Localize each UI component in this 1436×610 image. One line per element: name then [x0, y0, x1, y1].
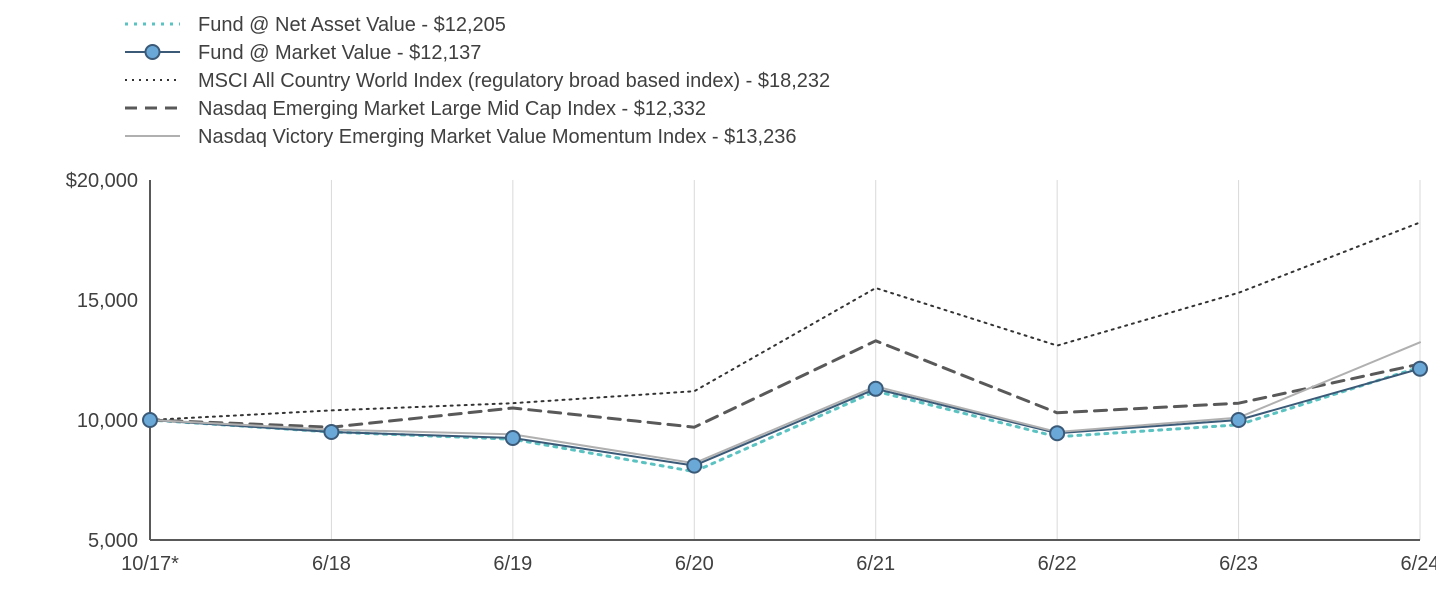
x-tick-label: 6/18 — [312, 553, 351, 575]
series-marker-mkt — [869, 382, 883, 396]
legend-label: Nasdaq Victory Emerging Market Value Mom… — [198, 126, 796, 148]
legend-swatch-marker — [146, 45, 160, 59]
y-tick-label: 10,000 — [77, 410, 138, 432]
y-tick-label: 5,000 — [88, 530, 138, 552]
x-tick-label: 6/24 — [1401, 553, 1436, 575]
legend-item-nqvm: Nasdaq Victory Emerging Market Value Mom… — [125, 126, 796, 148]
legend-item-nqem: Nasdaq Emerging Market Large Mid Cap Ind… — [125, 98, 706, 120]
y-tick-label: $20,000 — [66, 170, 138, 192]
legend-label: MSCI All Country World Index (regulatory… — [198, 70, 830, 92]
legend-item-msci: MSCI All Country World Index (regulatory… — [125, 70, 830, 92]
x-tick-label: 6/22 — [1038, 553, 1077, 575]
series-marker-mkt — [1232, 413, 1246, 427]
series-marker-mkt — [1050, 426, 1064, 440]
series-marker-mkt — [324, 425, 338, 439]
x-tick-label: 10/17* — [121, 553, 179, 575]
x-tick-label: 6/20 — [675, 553, 714, 575]
series-marker-mkt — [143, 413, 157, 427]
growth-chart: 5,000 10,000 15,000 $20,000 10/17* 6/18 6/19 6/… — [0, 0, 1436, 610]
series-marker-mkt — [687, 459, 701, 473]
chart-svg: 5,000 10,000 15,000 $20,000 10/17* 6/18 6/19 6/… — [0, 0, 1436, 610]
x-tick-label: 6/21 — [856, 553, 895, 575]
legend-label: Fund @ Market Value - $12,137 — [198, 42, 481, 64]
y-tick-label: 15,000 — [77, 290, 138, 312]
x-tick-label: 6/19 — [493, 553, 532, 575]
legend-label: Nasdaq Emerging Market Large Mid Cap Ind… — [198, 98, 706, 120]
series-marker-mkt — [506, 431, 520, 445]
x-tick-label: 6/23 — [1219, 553, 1258, 575]
series-marker-mkt — [1413, 362, 1427, 376]
legend-label: Fund @ Net Asset Value - $12,205 — [198, 14, 506, 36]
